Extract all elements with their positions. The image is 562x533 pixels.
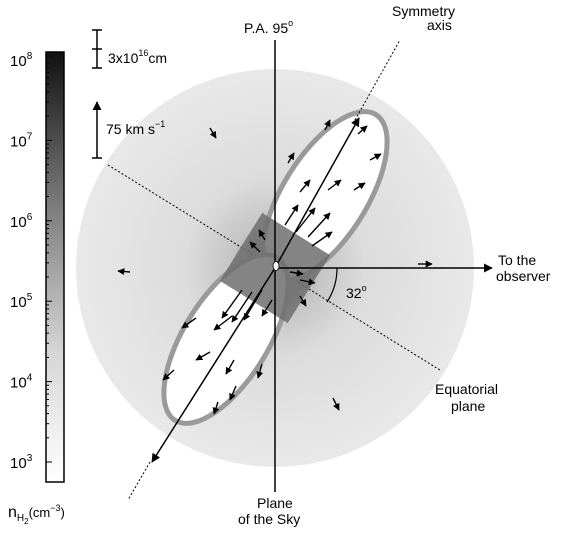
length-scale-bar xyxy=(92,29,102,69)
symmetry-axis-lower xyxy=(151,267,276,463)
symmetry-axis-label-line2: axis xyxy=(427,17,452,33)
colorbar-tick-labels: 108 107 106 105 104 103 xyxy=(10,51,33,472)
velocity-arrows xyxy=(117,119,433,415)
equatorial-label-line2: plane xyxy=(451,398,485,414)
velocity-scale-bar xyxy=(92,101,102,159)
colorbar-tick-label: 105 xyxy=(10,292,33,311)
velocity-scale-label: 75 km s−1 xyxy=(106,119,165,137)
plane-of-sky-label-line2: of the Sky xyxy=(238,511,300,527)
angle-arc xyxy=(326,267,338,303)
colorbar-title: nH2(cm−3) xyxy=(8,503,65,526)
symmetry-axis-upper xyxy=(274,117,360,269)
colorbar-tick-label: 103 xyxy=(10,453,33,472)
observer-label-line2: observer xyxy=(496,268,551,284)
plane-of-sky-label-line1: Plane xyxy=(257,495,293,511)
colorbar-minor-ticks xyxy=(46,63,52,463)
colorbar-tick-label: 104 xyxy=(10,373,33,392)
length-scale-label: 3x1016cm xyxy=(108,48,167,66)
colorbar-tick-label: 108 xyxy=(10,51,33,70)
observer-label-line1: To the xyxy=(498,252,536,268)
colorbar-tick-label: 106 xyxy=(10,212,33,231)
equatorial-plane-line xyxy=(107,164,441,371)
density-colorbar xyxy=(45,51,65,483)
equatorial-label-line1: Equatorial xyxy=(435,381,498,397)
symmetry-axis-label-line1: Symmetry xyxy=(392,3,455,19)
angle-label: 32o xyxy=(346,283,367,301)
pa-label: P.A. 95o xyxy=(244,18,293,36)
colorbar-tick-label: 107 xyxy=(10,131,33,150)
central-source xyxy=(272,261,280,271)
symmetry-axis-dotted-top xyxy=(354,39,401,121)
symmetry-axis-dotted-bottom xyxy=(127,461,151,501)
